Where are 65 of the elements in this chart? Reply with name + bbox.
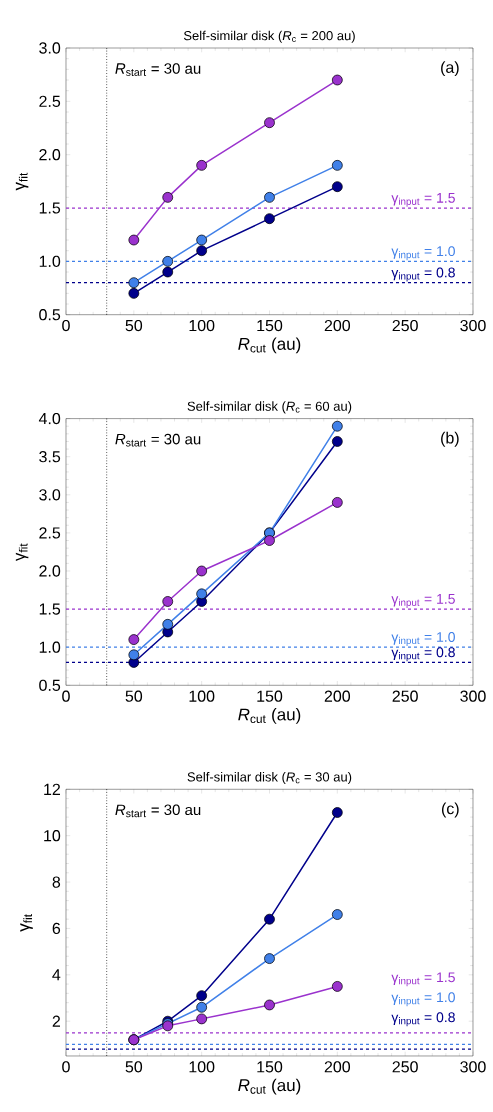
x-tick-label: 100	[189, 319, 215, 332]
y-tick-label: 6	[52, 922, 61, 935]
y-tick-label: 0.5	[39, 309, 61, 321]
x-tick-label: 200	[324, 690, 351, 702]
y-tick-label: 1.5	[39, 603, 61, 615]
x-tick-label: 250	[392, 690, 418, 702]
y-tick-label: 8	[52, 876, 61, 888]
y-tick-label: 3.0	[39, 42, 61, 54]
y-tick-label: 2.0	[39, 565, 61, 577]
ref-line-label: γ$_{input}$ = 1.5	[391, 972, 455, 987]
x-tick-label: 150	[257, 1061, 283, 1073]
ref-line-label: γ$_{input}$ = 0.8	[391, 647, 455, 662]
ref-line-label: γ$_{input}$ = 0.8	[391, 1012, 455, 1027]
x-tick-label: 250	[392, 319, 418, 332]
x-tick-label: 0	[62, 319, 70, 332]
y-tick-label: 12	[44, 783, 60, 795]
chart-title: Self-similar disk (R$_{c}$ = 200 au)	[183, 30, 355, 43]
y-tick-label: 2	[52, 1015, 60, 1027]
y-axis-title: γ$_{fit}$	[15, 172, 29, 191]
x-tick-label: 300	[460, 319, 486, 332]
x-tick-label: 150	[257, 690, 283, 702]
x-axis-title: R$_{cut}$ (au)	[238, 1078, 301, 1095]
y-tick-label: 2.5	[39, 95, 61, 108]
x-tick-label: 50	[125, 319, 143, 332]
x-axis-title: R$_{cut}$ (au)	[238, 708, 301, 724]
y-tick-label: 3.0	[39, 489, 61, 501]
y-axis-title: γ$_{fit}$	[15, 543, 29, 562]
x-tick-label: 50	[125, 1061, 143, 1073]
x-tick-label: 250	[392, 1061, 418, 1073]
y-tick-label: 4	[52, 969, 61, 981]
y-tick-label: 2.5	[39, 527, 61, 539]
ref-line-label: γ$_{input}$ = 1.0	[391, 992, 455, 1007]
annotation: (a)	[441, 61, 459, 77]
x-tick-label: 100	[189, 690, 215, 702]
x-tick-label: 0	[62, 690, 70, 702]
y-tick-label: 1.0	[39, 641, 61, 653]
x-tick-label: 100	[189, 1061, 215, 1073]
y-tick-label: 4.0	[38, 412, 61, 425]
y-tick-label: 10	[44, 830, 61, 842]
ref-line-label: R$_{start}$ = 30 au	[115, 63, 201, 76]
chart-title: Self-similar disk (R$_{c}$ = 60 au)	[187, 401, 352, 414]
annotation: (c)	[441, 802, 459, 818]
y-tick-label: 1.0	[39, 255, 61, 268]
chart-title: Self-similar disk (R$_{c}$ = 30 au)	[187, 771, 352, 785]
y-tick-label: 0.5	[39, 679, 61, 691]
x-tick-label: 0	[62, 1061, 70, 1073]
x-tick-label: 300	[460, 690, 486, 702]
ref-line-label: R$_{start}$ = 30 au	[115, 804, 201, 818]
x-tick-label: 300	[460, 1061, 486, 1073]
ref-line-label: γ$_{input}$ = 1.5	[391, 594, 455, 608]
ref-line-label: γ$_{input}$ = 0.8	[391, 267, 455, 282]
x-tick-label: 150	[257, 319, 283, 332]
x-tick-label: 200	[324, 1061, 351, 1073]
x-axis-title: R$_{cut}$ (au)	[238, 337, 301, 354]
y-tick-label: 2.0	[39, 149, 61, 161]
x-tick-label: 200	[324, 319, 351, 332]
y-tick-label: 1.5	[39, 202, 61, 214]
annotation: (b)	[441, 431, 459, 447]
x-tick-label: 50	[125, 690, 143, 702]
ref-line-label: γ$_{input}$ = 1.5	[391, 193, 455, 207]
ref-line-label: γ$_{input}$ = 1.0	[391, 632, 455, 646]
y-tick-label: 3.5	[39, 451, 61, 463]
ref-line-label: γ$_{input}$ = 1.0	[391, 246, 455, 261]
ref-line-label: R$_{start}$ = 30 au	[115, 433, 201, 447]
y-axis-title: γ$_{fit}$	[20, 914, 33, 932]
